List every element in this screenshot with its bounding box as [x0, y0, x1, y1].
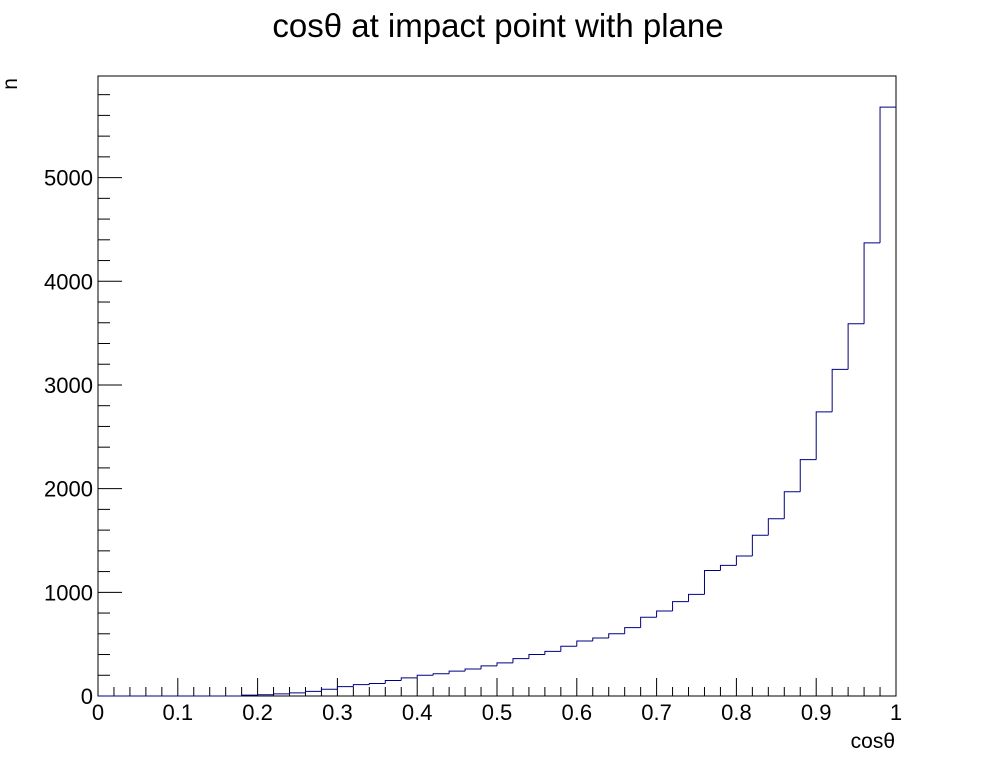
histogram-bin [815, 411, 833, 460]
x-tick-label: 0.1 [163, 700, 194, 725]
tick-labels: 0 0.1 0.2 0.3 0.4 0.5 0.6 0.7 0.8 0.9 1 0 1000 2000 30… [44, 166, 902, 725]
histogram-bin [352, 684, 370, 687]
histogram-bin [640, 616, 657, 628]
histogram-bin [400, 677, 418, 681]
histogram-bin [384, 679, 402, 684]
x-tick-label: 0.6 [562, 700, 593, 725]
y-axis-label: n [0, 78, 22, 90]
histogram-bin [688, 593, 705, 602]
y-tick-label: 0 [81, 684, 93, 709]
histogram-bin [751, 534, 769, 557]
x-tick-label: 1 [890, 700, 902, 725]
histogram-bin [608, 633, 625, 638]
histogram-bin [368, 683, 386, 685]
y-tick-label: 3000 [44, 373, 93, 398]
histogram-bars [98, 106, 896, 697]
axis-ticks [97, 94, 897, 697]
histogram-bin [544, 650, 561, 655]
histogram-bin [847, 323, 865, 370]
x-tick-label: 0.9 [801, 700, 832, 725]
histogram-bin [735, 555, 753, 566]
x-tick-label: 0.5 [482, 700, 513, 725]
x-tick-label: 0.7 [641, 700, 672, 725]
histogram-bin [767, 518, 785, 536]
histogram-bin [863, 242, 881, 324]
histogram-bin [432, 673, 450, 676]
y-tick-label: 1000 [44, 580, 93, 605]
histogram-bin [464, 668, 482, 672]
histogram-bin [672, 601, 689, 611]
histogram-bin [304, 690, 322, 693]
histogram-bin [783, 491, 801, 519]
x-tick-label: 0.3 [322, 700, 353, 725]
histogram-bin [560, 645, 577, 652]
plot-frame [97, 75, 897, 697]
histogram-bin [289, 692, 306, 694]
x-tick-label: 0.4 [402, 700, 433, 725]
histogram-bin [273, 693, 290, 695]
histogram-bin [512, 658, 529, 663]
histogram-bin [336, 686, 354, 690]
x-tick-label: 0 [92, 700, 104, 725]
histogram-bin [241, 694, 258, 696]
histogram-bin [576, 640, 593, 647]
chart-title: cosθ at impact point with plane [272, 7, 723, 44]
x-axis-label: cosθ [851, 730, 895, 753]
histogram-bin [416, 674, 434, 678]
y-tick-label: 4000 [44, 269, 93, 294]
histogram-bin [496, 662, 513, 666]
y-tick-label: 2000 [44, 477, 93, 502]
y-tick-label: 5000 [44, 166, 93, 191]
histogram-bin [320, 688, 338, 692]
histogram-bin [703, 570, 721, 595]
histogram-bin [592, 637, 609, 642]
histogram-bin [799, 459, 817, 492]
histogram-bin [448, 670, 466, 674]
histogram-bin [831, 368, 849, 412]
histogram-bin [656, 610, 673, 618]
histogram-bin [528, 654, 545, 659]
x-tick-label: 0.8 [721, 700, 752, 725]
histogram-bin [719, 564, 737, 571]
histogram-bin [480, 665, 497, 670]
histogram-bin [879, 106, 896, 243]
x-tick-label: 0.2 [242, 700, 273, 725]
histogram-bin [624, 627, 641, 634]
